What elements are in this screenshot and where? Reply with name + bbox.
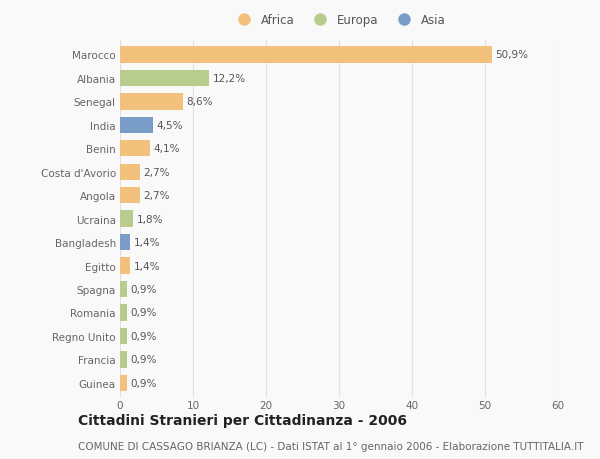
Text: 0,9%: 0,9% xyxy=(130,308,157,318)
Text: 50,9%: 50,9% xyxy=(495,50,528,60)
Bar xyxy=(120,211,133,227)
Bar xyxy=(120,118,153,134)
Bar xyxy=(120,375,127,391)
Bar xyxy=(120,141,150,157)
Text: COMUNE DI CASSAGO BRIANZA (LC) - Dati ISTAT al 1° gennaio 2006 - Elaborazione TU: COMUNE DI CASSAGO BRIANZA (LC) - Dati IS… xyxy=(78,441,583,451)
Text: 0,9%: 0,9% xyxy=(130,331,157,341)
Text: 8,6%: 8,6% xyxy=(187,97,213,107)
Text: 1,4%: 1,4% xyxy=(134,261,160,271)
Text: 0,9%: 0,9% xyxy=(130,378,157,388)
Text: Cittadini Stranieri per Cittadinanza - 2006: Cittadini Stranieri per Cittadinanza - 2… xyxy=(78,414,407,428)
Bar xyxy=(120,164,140,180)
Text: 1,4%: 1,4% xyxy=(134,238,160,247)
Bar xyxy=(120,305,127,321)
Bar xyxy=(120,188,140,204)
Text: 1,8%: 1,8% xyxy=(137,214,163,224)
Bar xyxy=(120,71,209,87)
Bar xyxy=(120,94,183,110)
Bar xyxy=(120,328,127,344)
Bar xyxy=(120,235,130,251)
Text: 4,1%: 4,1% xyxy=(154,144,180,154)
Text: 2,7%: 2,7% xyxy=(143,168,170,177)
Bar xyxy=(120,352,127,368)
Bar xyxy=(120,47,491,63)
Bar xyxy=(120,281,127,297)
Text: 2,7%: 2,7% xyxy=(143,191,170,201)
Text: 12,2%: 12,2% xyxy=(213,74,246,84)
Text: 0,9%: 0,9% xyxy=(130,355,157,364)
Text: 4,5%: 4,5% xyxy=(157,121,183,130)
Text: 0,9%: 0,9% xyxy=(130,285,157,294)
Bar xyxy=(120,258,130,274)
Legend: Africa, Europa, Asia: Africa, Europa, Asia xyxy=(230,11,448,29)
